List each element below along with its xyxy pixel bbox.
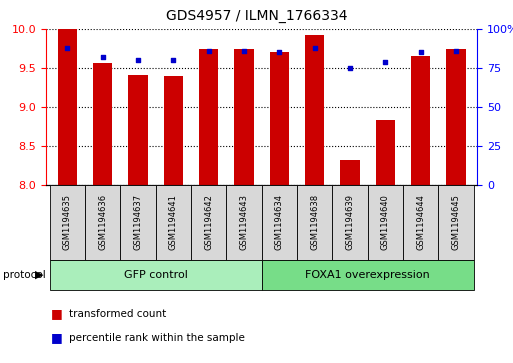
Bar xyxy=(50,260,262,290)
Bar xyxy=(403,185,438,260)
Text: ■: ■ xyxy=(51,307,63,321)
Bar xyxy=(332,185,368,260)
Bar xyxy=(164,76,183,185)
Text: GSM1194637: GSM1194637 xyxy=(133,194,143,250)
Bar xyxy=(155,185,191,260)
Bar xyxy=(128,75,148,185)
Point xyxy=(98,54,107,60)
Bar xyxy=(438,185,473,260)
Bar xyxy=(85,185,121,260)
Point xyxy=(381,59,389,65)
Point xyxy=(63,45,71,51)
Point xyxy=(169,57,177,63)
Text: GSM1194643: GSM1194643 xyxy=(240,194,248,250)
Point xyxy=(275,50,283,56)
Text: protocol: protocol xyxy=(3,270,45,280)
Bar xyxy=(262,185,297,260)
Point xyxy=(452,48,460,54)
Text: GSM1194642: GSM1194642 xyxy=(204,195,213,250)
Text: GSM1194640: GSM1194640 xyxy=(381,195,390,250)
Bar xyxy=(340,160,360,185)
Bar xyxy=(446,49,466,185)
Text: transformed count: transformed count xyxy=(69,309,167,319)
Text: GSM1194644: GSM1194644 xyxy=(416,195,425,250)
Text: GFP control: GFP control xyxy=(124,270,188,280)
Point xyxy=(134,57,142,63)
Bar xyxy=(411,56,430,185)
Bar xyxy=(121,185,155,260)
Bar xyxy=(191,185,226,260)
Point xyxy=(240,48,248,54)
Point xyxy=(346,65,354,71)
Bar xyxy=(376,121,395,185)
Point xyxy=(310,45,319,51)
Bar xyxy=(262,260,473,290)
Text: GSM1194634: GSM1194634 xyxy=(275,194,284,250)
Point xyxy=(417,50,425,56)
Bar xyxy=(305,34,324,185)
Text: ▶: ▶ xyxy=(35,270,44,280)
Bar xyxy=(297,185,332,260)
Text: GSM1194639: GSM1194639 xyxy=(345,194,354,250)
Bar xyxy=(50,185,85,260)
Text: GDS4957 / ILMN_1766334: GDS4957 / ILMN_1766334 xyxy=(166,9,347,23)
Text: FOXA1 overexpression: FOXA1 overexpression xyxy=(305,270,430,280)
Text: GSM1194638: GSM1194638 xyxy=(310,194,319,250)
Text: GSM1194636: GSM1194636 xyxy=(98,194,107,250)
Bar xyxy=(57,29,77,185)
Text: GSM1194635: GSM1194635 xyxy=(63,194,72,250)
Text: ■: ■ xyxy=(51,331,63,344)
Point xyxy=(205,48,213,54)
Bar xyxy=(226,185,262,260)
Text: GSM1194645: GSM1194645 xyxy=(451,195,460,250)
Bar xyxy=(269,53,289,185)
Bar xyxy=(368,185,403,260)
Text: GSM1194641: GSM1194641 xyxy=(169,195,178,250)
Bar xyxy=(199,49,219,185)
Bar xyxy=(234,49,254,185)
Text: percentile rank within the sample: percentile rank within the sample xyxy=(69,333,245,343)
Bar xyxy=(93,64,112,185)
